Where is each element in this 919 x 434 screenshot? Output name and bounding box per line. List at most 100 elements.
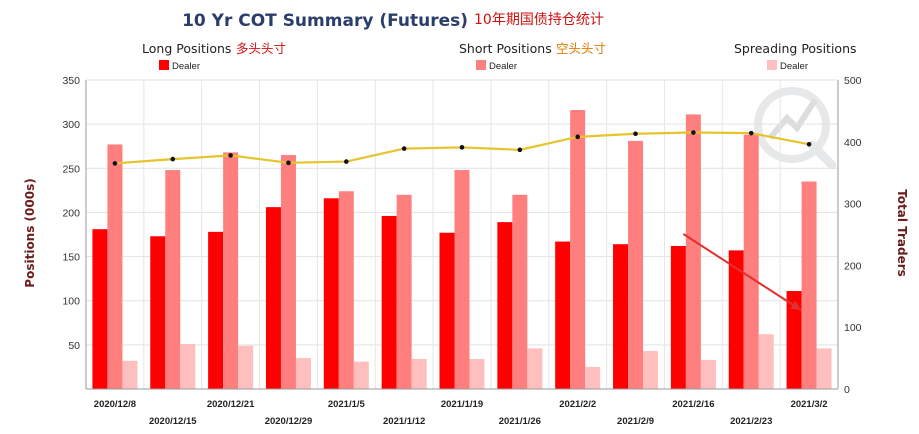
legend-short: Short Positions 空头头寸 Dealer bbox=[459, 41, 606, 72]
legend-long-entry: Dealer bbox=[172, 61, 200, 72]
traders-point bbox=[459, 145, 465, 150]
traders-point bbox=[344, 159, 349, 164]
x-tick-label: 2021/3/2 bbox=[791, 399, 828, 410]
bar-long bbox=[439, 232, 455, 389]
bar-long bbox=[728, 250, 744, 389]
bar-spreading bbox=[122, 360, 138, 389]
bar-short bbox=[685, 114, 701, 389]
bar-long bbox=[786, 291, 802, 389]
bar-spreading bbox=[353, 361, 369, 389]
bar-short bbox=[338, 191, 354, 389]
bar-long bbox=[497, 222, 513, 389]
bar-short bbox=[628, 140, 644, 389]
legend-long-cn: 多头头寸 bbox=[236, 41, 286, 56]
traders-point bbox=[228, 153, 233, 158]
legend-short-title: Short Positions bbox=[459, 41, 552, 56]
y-tick-label-right: 400 bbox=[844, 137, 862, 149]
bar-spreading bbox=[527, 348, 543, 389]
x-tick-label: 2020/12/29 bbox=[265, 416, 313, 427]
bar-short bbox=[743, 134, 759, 389]
bar-short bbox=[570, 110, 586, 389]
bar-short bbox=[223, 152, 239, 389]
traders-point bbox=[286, 160, 291, 166]
x-tick-label: 2020/12/15 bbox=[149, 416, 197, 427]
bar-spreading bbox=[238, 345, 254, 389]
traders-point bbox=[806, 141, 812, 147]
x-tick-label: 2021/2/9 bbox=[617, 416, 654, 427]
axes: 50 100 150 200 250 300 350 0 100 200 300 400 500 2020… bbox=[62, 75, 861, 427]
legend-long: Long Positions 多头头寸 Dealer bbox=[142, 41, 286, 72]
legend-spreading-title: Spreading Positions bbox=[734, 41, 857, 56]
bar-short bbox=[280, 155, 296, 389]
arrow-shaft bbox=[682, 233, 802, 311]
traders-point bbox=[633, 131, 638, 137]
y-tick-label-left: 350 bbox=[62, 75, 80, 87]
bar-short bbox=[107, 144, 123, 389]
traders-point bbox=[170, 156, 176, 162]
bar-spreading bbox=[758, 334, 774, 389]
bar-long bbox=[555, 241, 571, 389]
traders-line bbox=[112, 130, 812, 166]
traders-point bbox=[575, 134, 580, 140]
chart-title-cn: 10年期国债持仓统计 bbox=[474, 12, 604, 28]
watermark-logo bbox=[754, 87, 837, 170]
bar-spreading bbox=[700, 359, 716, 389]
bar-spreading bbox=[411, 358, 427, 389]
y-tick-label-left: 150 bbox=[62, 252, 80, 264]
y-tick-label-right: 0 bbox=[844, 384, 850, 396]
bar-long bbox=[92, 229, 108, 389]
legend-long-swatch bbox=[159, 60, 169, 70]
bar-long bbox=[670, 245, 686, 389]
bar-spreading bbox=[585, 366, 601, 389]
bars bbox=[92, 110, 832, 389]
traders-point bbox=[112, 161, 118, 166]
y-tick-label-left: 50 bbox=[68, 340, 80, 352]
x-tick-label: 2021/1/26 bbox=[499, 416, 541, 427]
y-tick-label-left: 250 bbox=[62, 163, 80, 175]
legend-short-cn: 空头头寸 bbox=[556, 41, 606, 56]
bar-long bbox=[381, 215, 397, 389]
legend-spreading-swatch bbox=[767, 60, 777, 70]
bar-spreading bbox=[469, 358, 485, 389]
x-tick-label: 2021/1/19 bbox=[441, 399, 483, 410]
legend-short-swatch bbox=[476, 60, 486, 70]
x-tick-label: 2021/2/16 bbox=[672, 399, 714, 410]
bar-long bbox=[323, 198, 339, 389]
y-tick-label-left: 100 bbox=[62, 296, 80, 308]
y-tick-label-left: 200 bbox=[62, 207, 80, 219]
bar-short bbox=[396, 194, 412, 389]
bar-short bbox=[801, 181, 817, 389]
y-tick-label-right: 300 bbox=[844, 199, 862, 211]
legend-spreading: Spreading Positions Dealer bbox=[734, 41, 857, 72]
legend-long-title: Long Positions bbox=[142, 41, 231, 56]
y-axis-title-left: Positions (000s) bbox=[23, 178, 37, 287]
bar-long bbox=[150, 236, 166, 389]
bar-short bbox=[454, 170, 470, 389]
bar-long bbox=[265, 207, 281, 389]
bar-short bbox=[512, 194, 528, 389]
y-tick-label-right: 500 bbox=[844, 75, 862, 87]
legend-spreading-entry: Dealer bbox=[780, 61, 808, 72]
y-tick-label-right: 100 bbox=[844, 322, 862, 334]
x-tick-label: 2021/1/5 bbox=[328, 399, 366, 410]
y-tick-label-right: 200 bbox=[844, 260, 862, 272]
annotation-arrow bbox=[682, 233, 802, 311]
arrow-head bbox=[790, 300, 802, 311]
y-tick-label-left: 300 bbox=[62, 119, 80, 131]
traders-point bbox=[691, 130, 696, 135]
traders-point bbox=[517, 147, 523, 153]
bar-long bbox=[613, 244, 629, 389]
bar-spreading bbox=[643, 351, 659, 389]
traders-point bbox=[401, 146, 407, 151]
x-tick-label: 2021/2/2 bbox=[559, 399, 596, 410]
chart-title: 10 Yr COT Summary (Futures) bbox=[182, 11, 468, 31]
bar-spreading bbox=[816, 348, 832, 389]
y-axis-title-right: Total Traders bbox=[895, 189, 909, 277]
x-tick-label: 2021/2/23 bbox=[730, 416, 772, 427]
x-tick-label: 2020/12/8 bbox=[94, 399, 136, 410]
traders-point bbox=[748, 130, 754, 136]
bar-long bbox=[208, 231, 224, 389]
legend-short-entry: Dealer bbox=[489, 61, 517, 72]
bar-spreading bbox=[180, 343, 196, 389]
